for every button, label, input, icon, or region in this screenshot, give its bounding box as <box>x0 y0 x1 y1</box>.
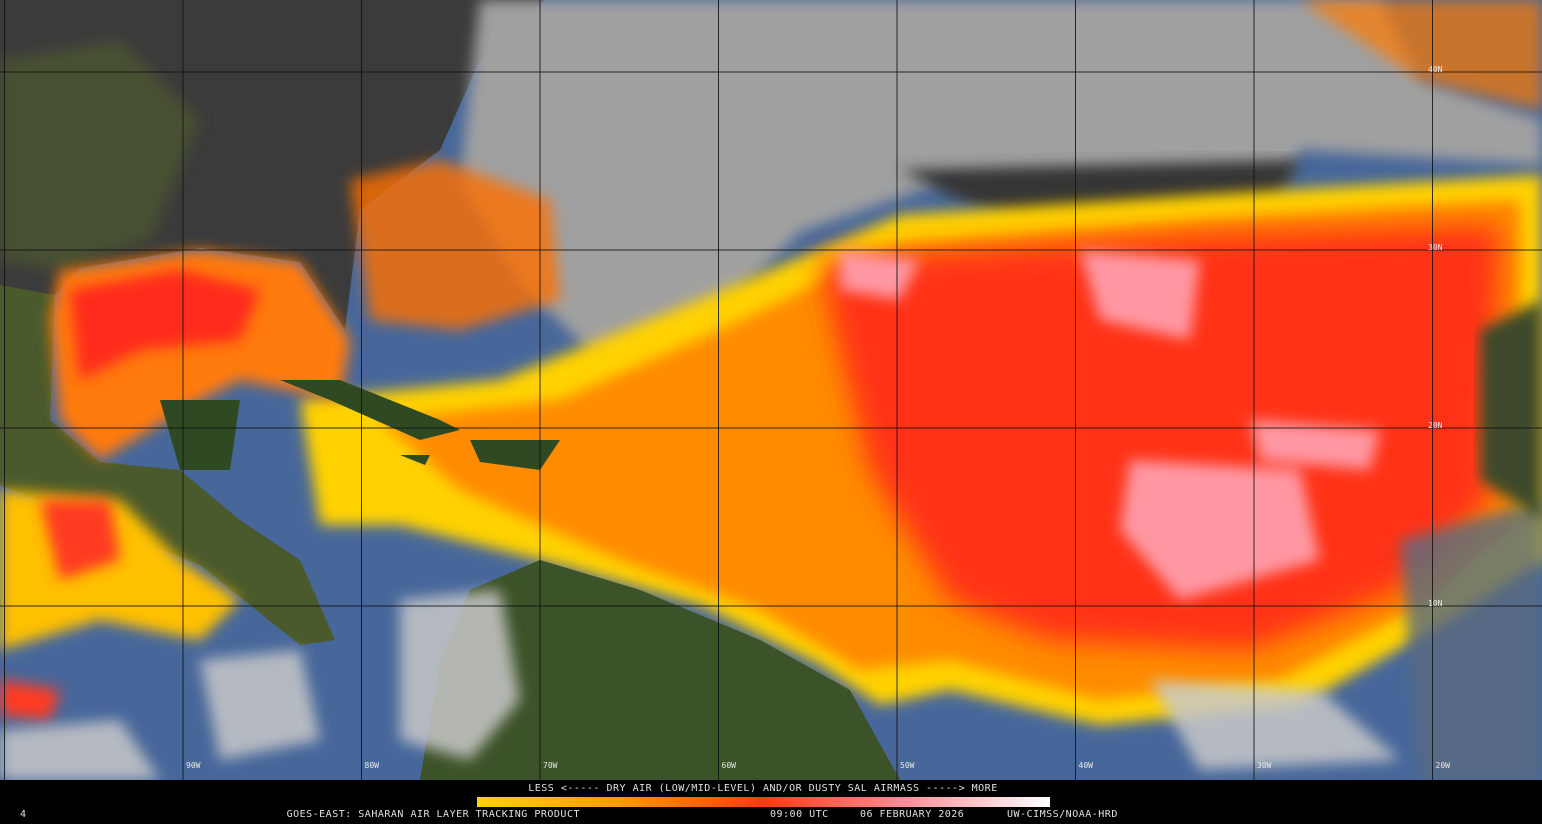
latitude-label: 20N <box>1428 421 1443 430</box>
color-scale <box>477 797 1050 807</box>
longitude-label: 60W <box>722 761 737 770</box>
legend-caption: LESS <----- DRY AIR (LOW/MID-LEVEL) AND/… <box>528 783 997 794</box>
latitude-label: 40N <box>1428 65 1443 74</box>
time: 09:00 UTC <box>770 809 829 820</box>
latitude-label: 30N <box>1428 243 1443 252</box>
longitude-label: 20W <box>1436 761 1451 770</box>
product-name: GOES-EAST: SAHARAN AIR LAYER TRACKING PR… <box>287 809 580 820</box>
latitude-label: 10N <box>1428 599 1443 608</box>
longitude-label: 50W <box>900 761 915 770</box>
imagery <box>0 0 1542 780</box>
date: 06 FEBRUARY 2026 <box>860 809 964 820</box>
corner-mark: 4 <box>20 809 27 820</box>
credit: UW-CIMSS/NOAA-HRD <box>1007 809 1118 820</box>
longitude-label: 80W <box>365 761 380 770</box>
longitude-label: 90W <box>186 761 201 770</box>
longitude-label: 30W <box>1257 761 1272 770</box>
longitude-label: 70W <box>543 761 558 770</box>
longitude-label: 40W <box>1079 761 1094 770</box>
graticule: 90W 80W 70W 60W 50W 40W 30W 20W 40N 30N 20N 10N <box>0 0 1542 780</box>
